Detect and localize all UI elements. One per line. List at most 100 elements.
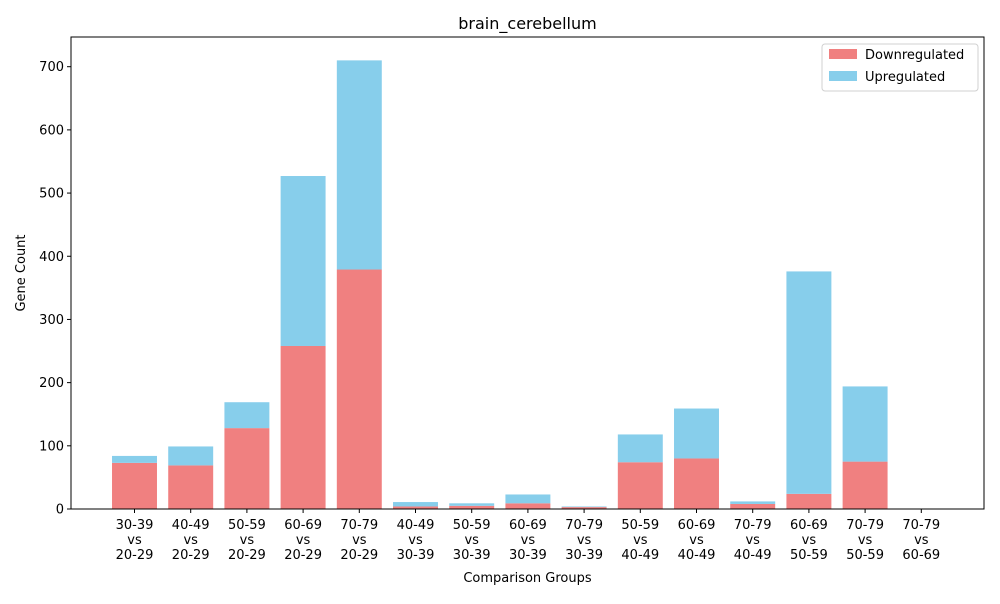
x-tick-label-line: vs xyxy=(296,533,311,548)
x-tick-label-line: vs xyxy=(183,533,198,548)
bar-upregulated-5 xyxy=(393,502,438,507)
x-tick-label-line: 60-69 xyxy=(678,518,716,533)
x-tick-label-line: 70-79 xyxy=(846,518,884,533)
x-tick-label-13: 70-79 vs 50-59 xyxy=(846,518,884,563)
x-tick-label-2: 50-59 vs 20-29 xyxy=(228,518,266,563)
x-tick-label-1: 40-49 vs 20-29 xyxy=(172,518,210,563)
plot-frame xyxy=(70,36,985,510)
bar-downregulated-13 xyxy=(842,461,888,509)
bar-downregulated-3 xyxy=(280,345,326,509)
x-tick-label-line: vs xyxy=(240,533,255,548)
x-tick-label-line: 50-59 xyxy=(790,548,828,563)
x-tick-label-5: 40-49 vs 30-39 xyxy=(397,518,435,563)
x-tick-label-line: 20-29 xyxy=(172,548,210,563)
bar-upregulated-2 xyxy=(224,402,270,429)
x-tick-label-12: 60-69 vs 50-59 xyxy=(790,518,828,563)
x-tick-label-line: 60-69 xyxy=(509,518,547,533)
bar-downregulated-12 xyxy=(786,493,832,509)
x-axis-label: Comparison Groups xyxy=(463,571,592,586)
x-tick-label-line: vs xyxy=(127,533,142,548)
x-tick-label-line: vs xyxy=(858,533,873,548)
x-tick-label-line: 40-49 xyxy=(734,548,772,563)
x-tick-label-9: 50-59 vs 40-49 xyxy=(621,518,659,563)
bar-downregulated-9 xyxy=(617,462,663,509)
bar-downregulated-4 xyxy=(336,269,382,509)
x-tick-label-10: 60-69 vs 40-49 xyxy=(678,518,716,563)
bar-upregulated-13 xyxy=(842,386,888,462)
bar-downregulated-10 xyxy=(674,458,719,509)
y-tick-label-5: 500 xyxy=(39,187,64,202)
bar-upregulated-3 xyxy=(280,176,326,346)
bar-upregulated-0 xyxy=(112,455,157,463)
x-tick-label-line: vs xyxy=(521,533,536,548)
x-tick-label-line: vs xyxy=(914,533,929,548)
bar-upregulated-1 xyxy=(168,446,214,466)
y-axis: 0 100 200 300 400 500 600 700 xyxy=(39,60,71,518)
y-tick-label-1: 100 xyxy=(39,439,64,454)
x-tick-label-line: 40-49 xyxy=(678,548,716,563)
x-tick-label-line: 30-39 xyxy=(509,548,547,563)
x-tick-label-line: 50-59 xyxy=(846,548,884,563)
x-tick-label-14: 70-79 vs 60-69 xyxy=(902,518,940,563)
x-tick-label-line: vs xyxy=(633,533,648,548)
bar-downregulated-5 xyxy=(393,506,438,509)
bar-downregulated-0 xyxy=(112,462,157,509)
bar-upregulated-11 xyxy=(730,501,776,504)
x-tick-label-3: 60-69 vs 20-29 xyxy=(284,518,322,563)
x-tick-label-line: vs xyxy=(689,533,704,548)
bar-upregulated-6 xyxy=(449,503,495,506)
legend-frame xyxy=(821,43,979,92)
x-tick-label-line: vs xyxy=(577,533,592,548)
x-tick-label-line: 30-39 xyxy=(397,548,435,563)
bar-downregulated-1 xyxy=(168,465,214,509)
legend-swatch-upregulated xyxy=(829,71,857,81)
x-tick-label-0: 30-39 vs 20-29 xyxy=(116,518,154,563)
y-tick-label-6: 600 xyxy=(39,123,64,138)
bars-group xyxy=(112,60,888,509)
x-tick-label-line: 20-29 xyxy=(284,548,322,563)
bar-upregulated-9 xyxy=(617,434,663,463)
x-tick-label-line: 50-59 xyxy=(228,518,266,533)
x-tick-label-line: 30-39 xyxy=(565,548,603,563)
x-tick-label-line: vs xyxy=(352,533,367,548)
legend-label-downregulated: Downregulated xyxy=(865,48,964,63)
bar-downregulated-2 xyxy=(224,428,270,509)
x-tick-label-4: 70-79 vs 20-29 xyxy=(340,518,378,563)
y-axis-label: Gene Count xyxy=(14,234,29,311)
x-tick-label-line: vs xyxy=(745,533,760,548)
x-tick-label-line: vs xyxy=(464,533,479,548)
x-tick-label-line: 70-79 xyxy=(902,518,940,533)
y-tick-label-0: 0 xyxy=(56,503,64,518)
x-tick-label-line: 40-49 xyxy=(621,548,659,563)
x-tick-label-7: 60-69 vs 30-39 xyxy=(509,518,547,563)
x-tick-label-line: 20-29 xyxy=(228,548,266,563)
x-tick-label-line: 60-69 xyxy=(284,518,322,533)
bar-upregulated-7 xyxy=(505,494,551,504)
x-tick-label-line: 40-49 xyxy=(397,518,435,533)
x-tick-label-8: 70-79 vs 30-39 xyxy=(565,518,603,563)
x-tick-label-line: 70-79 xyxy=(340,518,378,533)
bar-upregulated-12 xyxy=(786,271,832,494)
x-tick-label-line: vs xyxy=(802,533,817,548)
x-tick-label-line: 30-39 xyxy=(453,548,491,563)
x-tick-label-line: 70-79 xyxy=(565,518,603,533)
x-tick-label-line: 60-69 xyxy=(902,548,940,563)
x-tick-label-line: 70-79 xyxy=(734,518,772,533)
x-tick-label-line: 30-39 xyxy=(116,518,154,533)
bar-downregulated-6 xyxy=(449,505,495,509)
y-tick-label-4: 400 xyxy=(39,250,64,265)
y-tick-label-7: 700 xyxy=(39,60,64,75)
x-tick-label-line: 60-69 xyxy=(790,518,828,533)
bar-upregulated-10 xyxy=(674,408,719,459)
bar-upregulated-4 xyxy=(336,60,382,270)
bar-downregulated-7 xyxy=(505,503,551,509)
y-tick-label-2: 200 xyxy=(39,376,64,391)
legend-label-upregulated: Upregulated xyxy=(865,70,945,85)
x-tick-label-11: 70-79 vs 40-49 xyxy=(734,518,772,563)
x-tick-label-line: 40-49 xyxy=(172,518,210,533)
x-tick-label-line: 50-59 xyxy=(453,518,491,533)
legend-swatch-downregulated xyxy=(829,49,857,59)
